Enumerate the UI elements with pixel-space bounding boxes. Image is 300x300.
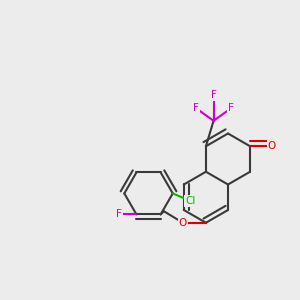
- Text: F: F: [211, 90, 217, 100]
- Text: O: O: [268, 141, 276, 151]
- Text: Cl: Cl: [185, 196, 196, 206]
- Text: F: F: [193, 103, 199, 113]
- Text: F: F: [116, 209, 122, 219]
- Text: O: O: [179, 218, 187, 228]
- Text: F: F: [229, 103, 234, 113]
